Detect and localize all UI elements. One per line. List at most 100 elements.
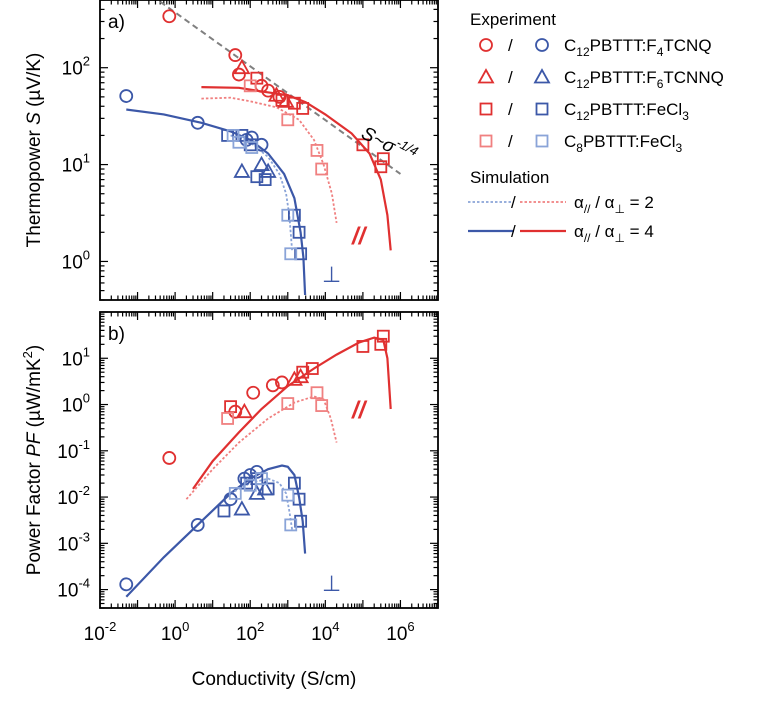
legend-slash: / <box>508 36 513 55</box>
data-point <box>248 484 266 500</box>
legend-marker <box>535 134 549 148</box>
data-point <box>246 385 261 400</box>
data-point <box>281 208 295 222</box>
data-point <box>119 577 134 592</box>
legend-marker <box>533 68 551 84</box>
legend-entry: / C8PBTTT:FeCl3 <box>479 132 683 155</box>
legend-marker <box>479 38 493 52</box>
legend-entry: / C12PBTTT:F6TCNNQ <box>477 68 724 91</box>
data-point <box>119 89 134 103</box>
legend-experiment-title: Experiment <box>470 10 556 29</box>
data-point <box>162 451 177 465</box>
data-point <box>315 399 329 412</box>
data-point <box>190 518 205 532</box>
data-point <box>374 160 388 174</box>
legend-slash: / <box>508 100 513 119</box>
data-point <box>356 340 370 353</box>
plot-frame <box>99 0 439 301</box>
data-point <box>162 9 177 24</box>
data-point <box>374 337 388 351</box>
simulation-curve <box>230 477 293 530</box>
data-point <box>281 488 295 502</box>
data-point <box>235 129 249 142</box>
data-point <box>296 102 310 115</box>
data-point <box>265 378 280 393</box>
legend-simulation-title: Simulation <box>470 168 549 187</box>
simulation-curve <box>126 108 307 296</box>
data-point <box>294 514 308 528</box>
data-point <box>221 412 235 425</box>
legend-sim-entry: / α// / α⊥ = 2 <box>468 193 654 216</box>
legend: Experiment / C12PBTTT:F4TCNQ / C12PBTTT:F6T… <box>468 10 724 245</box>
panel-power-factor: 10-4 10-3 10-2 10-1 100 101 10-2 100 102 104 106 Po… <box>20 311 439 645</box>
legend-marker <box>535 102 549 116</box>
y-axis-label: Thermopower S (µV/K) <box>24 53 45 248</box>
data-point <box>243 478 257 492</box>
legend-slash: / <box>508 132 513 151</box>
x-tick-label: 100 <box>161 619 189 645</box>
legend-marker <box>535 38 549 52</box>
data-point <box>310 144 324 157</box>
x-tick-label: 106 <box>386 619 414 645</box>
data-point <box>190 115 205 130</box>
data-point <box>228 486 242 500</box>
y-tick-label: 102 <box>62 54 90 80</box>
y-axis-label: Power Factor PF (µW/mK2) <box>20 345 45 575</box>
y-tick-label: 10-2 <box>57 483 90 509</box>
data-point <box>376 329 390 343</box>
data-point <box>243 79 257 93</box>
legend-label: C12PBTTT:FeCl3 <box>564 100 689 123</box>
y-tick-label: 10-3 <box>57 529 90 555</box>
legend-sim-entry: / α// / α⊥ = 4 <box>468 222 654 245</box>
data-point <box>250 170 264 184</box>
x-tick-label: 10-2 <box>84 619 117 645</box>
legend-slash: / <box>511 222 516 241</box>
plot-frame <box>99 311 439 609</box>
axis-ticks <box>99 0 439 301</box>
data-point <box>255 472 268 486</box>
legend-marker <box>477 68 495 84</box>
data-point <box>284 247 298 261</box>
legend-slash: / <box>508 68 513 87</box>
legend-marker <box>479 102 493 116</box>
data-series <box>162 375 289 465</box>
data-point <box>281 113 295 127</box>
data-point <box>356 138 370 152</box>
legend-slash: / <box>511 193 516 212</box>
data-series <box>221 386 329 425</box>
legend-label: α// / α⊥ = 4 <box>574 222 654 245</box>
data-point <box>245 141 259 154</box>
data-point <box>305 362 319 375</box>
data-point <box>287 476 301 490</box>
parallel-annotation: // <box>351 397 368 424</box>
panel-label: b) <box>108 324 125 345</box>
data-series <box>243 79 329 176</box>
data-point <box>233 500 251 516</box>
data-point <box>235 402 253 419</box>
simulation-curve <box>201 86 392 251</box>
parallel-annotation: // <box>351 223 368 250</box>
data-point <box>228 48 243 62</box>
data-point <box>294 247 308 261</box>
data-point <box>232 135 246 149</box>
data-point <box>275 93 289 107</box>
y-tick-label: 10-4 <box>57 576 90 602</box>
data-point <box>250 71 264 85</box>
simulation-curve <box>185 395 338 500</box>
data-point <box>376 152 390 166</box>
data-point <box>252 155 271 171</box>
data-series <box>226 129 298 261</box>
simulation-curve <box>230 134 293 251</box>
data-series <box>228 472 298 532</box>
data-point <box>292 225 306 239</box>
axis-ticks <box>99 311 439 609</box>
perpendicular-annotation: ⊥ <box>322 571 341 596</box>
data-point <box>233 162 251 178</box>
simulation-curve <box>201 96 338 224</box>
data-series <box>250 71 390 174</box>
simulation-curve <box>192 336 392 490</box>
data-point <box>233 58 251 75</box>
panel-label: a) <box>108 12 125 33</box>
data-point <box>315 162 329 176</box>
